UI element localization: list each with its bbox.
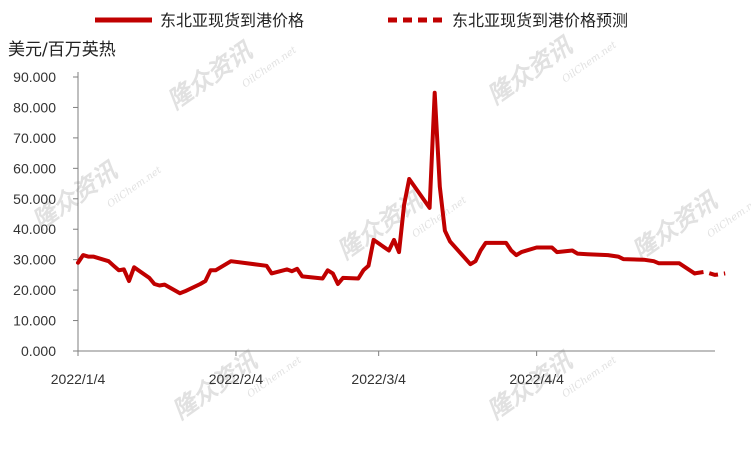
series-line-actual: [76, 90, 697, 296]
watermark-text: 隆众资讯: [332, 186, 428, 265]
x-tick-label: 2022/1/4: [51, 371, 106, 387]
y-tick-label: 40.000: [13, 221, 56, 237]
y-axis-unit-label: 美元/百万英热: [8, 40, 116, 60]
y-tick-label: 0.000: [21, 343, 56, 359]
y-tick-label: 70.000: [13, 130, 56, 146]
legend-label-actual: 东北亚现货到港价格: [160, 11, 304, 30]
y-tick-label: 80.000: [13, 99, 56, 115]
y-tick-label: 20.000: [13, 282, 56, 298]
legend: 东北亚现货到港价格 东北亚现货到港价格预测: [95, 11, 628, 30]
x-tick-label: 2022/2/4: [209, 371, 264, 387]
y-tick-label: 10.000: [13, 313, 56, 329]
y-tick-label: 30.000: [13, 252, 56, 268]
series-line-forecast: [694, 269, 726, 277]
legend-label-forecast: 东北亚现货到港价格预测: [452, 11, 628, 30]
y-tick-label: 90.000: [13, 69, 56, 85]
x-tick-label: 2022/4/4: [509, 371, 564, 387]
axes: 0.000 10.000 20.000 30.000 40.000 50.000 60.00…: [13, 69, 715, 387]
watermark-text: 隆众资讯: [627, 186, 723, 265]
y-tick-label: 50.000: [13, 191, 56, 207]
x-tick-label: 2022/3/4: [351, 371, 406, 387]
plot-area: [76, 90, 726, 296]
watermark-text: 隆众资讯: [482, 31, 578, 110]
watermark-text: 隆众资讯: [162, 36, 258, 115]
y-tick-label: 60.000: [13, 160, 56, 176]
